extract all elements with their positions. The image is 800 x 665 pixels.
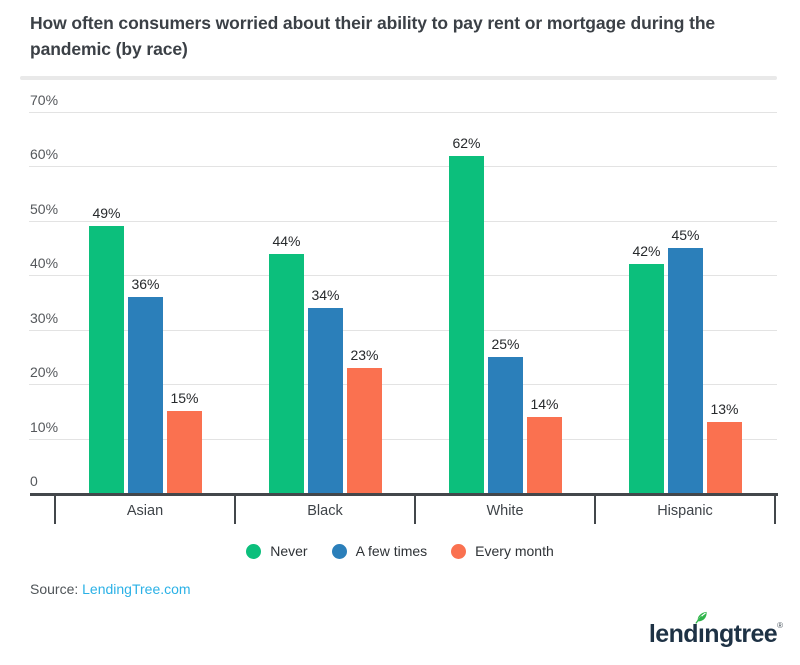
bar-hispanic-a-few-times	[668, 248, 703, 493]
x-axis-category-asian: Asian	[126, 503, 164, 519]
bar-hispanic-never	[629, 264, 664, 493]
x-axis-separator	[54, 493, 56, 524]
legend-dot-icon	[331, 543, 347, 559]
bar-value-label: 14%	[530, 396, 559, 412]
bar-black-never	[269, 254, 304, 493]
bar-white-every-month	[527, 417, 562, 493]
bar-asian-never	[89, 226, 124, 493]
bar-black-a-few-times	[308, 308, 343, 493]
x-axis-separator	[414, 493, 416, 524]
bar-asian-every-month	[167, 411, 202, 493]
gridline-70	[29, 112, 777, 113]
bar-value-label: 36%	[131, 276, 160, 292]
bar-value-label: 62%	[452, 135, 481, 151]
x-axis-separator	[234, 493, 236, 524]
x-axis-separator	[594, 493, 596, 524]
x-axis-category-white: White	[486, 503, 524, 519]
y-axis-tick-30: 30%	[30, 310, 59, 326]
legend-label: Every month	[475, 543, 554, 559]
bar-value-label: 25%	[491, 336, 520, 352]
bar-value-label: 15%	[170, 390, 199, 406]
logo-text-part1: lend	[648, 620, 699, 648]
gridline-20	[29, 384, 777, 385]
bar-value-label: 44%	[272, 233, 301, 249]
gridline-10	[29, 439, 777, 440]
bar-value-label: 34%	[311, 287, 340, 303]
title-divider	[20, 76, 777, 80]
y-axis-tick-20: 20%	[30, 364, 59, 380]
legend-label: Never	[270, 543, 308, 559]
bar-white-never	[449, 156, 484, 493]
logo-text-part2: ngtree	[704, 620, 778, 648]
chart-title-line2: pandemic (by race)	[30, 39, 188, 59]
legend-item-every-month: Every month	[451, 543, 554, 559]
gridline-60	[29, 166, 777, 167]
gridline-50	[29, 221, 777, 222]
y-axis-tick-70: 70%	[30, 92, 59, 108]
bar-value-label: 42%	[632, 243, 661, 259]
logo-text-i: ı	[697, 620, 705, 648]
chart-title-line1: How often consumers worried about their …	[30, 13, 716, 33]
y-axis-tick-0: 0	[30, 473, 38, 489]
source-label: Source:	[30, 581, 79, 597]
x-axis-baseline	[30, 493, 778, 496]
bar-value-label: 13%	[710, 401, 739, 417]
y-axis-tick-40: 40%	[30, 255, 59, 271]
gridline-30	[29, 330, 777, 331]
y-axis-tick-10: 10%	[30, 419, 59, 435]
legend-label: A few times	[355, 543, 428, 559]
bar-asian-a-few-times	[128, 297, 163, 493]
legend-item-a-few-times: A few times	[331, 543, 428, 559]
x-axis-separator	[774, 493, 776, 524]
bar-value-label: 49%	[92, 205, 121, 221]
y-axis-tick-50: 50%	[30, 201, 59, 217]
gridline-40	[29, 275, 777, 276]
chart-title: How often consumers worried about their …	[30, 10, 760, 62]
leaf-icon	[695, 611, 707, 624]
bar-hispanic-every-month	[707, 422, 742, 493]
x-axis-category-black: Black	[307, 503, 343, 519]
bar-white-a-few-times	[488, 357, 523, 493]
lendingtree-logo: lendı ngtree®	[648, 611, 783, 649]
y-axis-tick-60: 60%	[30, 146, 59, 162]
source-link[interactable]: LendingTree.com	[82, 581, 191, 597]
bar-black-every-month	[347, 368, 382, 493]
bar-value-label: 23%	[350, 347, 379, 363]
chart-legend: Never A few times Every month	[0, 543, 800, 559]
bar-value-label: 45%	[671, 227, 700, 243]
legend-item-never: Never	[246, 543, 308, 559]
x-axis-category-hispanic: Hispanic	[657, 503, 713, 519]
source-line: Source: LendingTree.com	[30, 581, 191, 597]
legend-dot-icon	[451, 543, 467, 559]
logo-registered-mark: ®	[777, 621, 783, 630]
legend-dot-icon	[246, 543, 262, 559]
